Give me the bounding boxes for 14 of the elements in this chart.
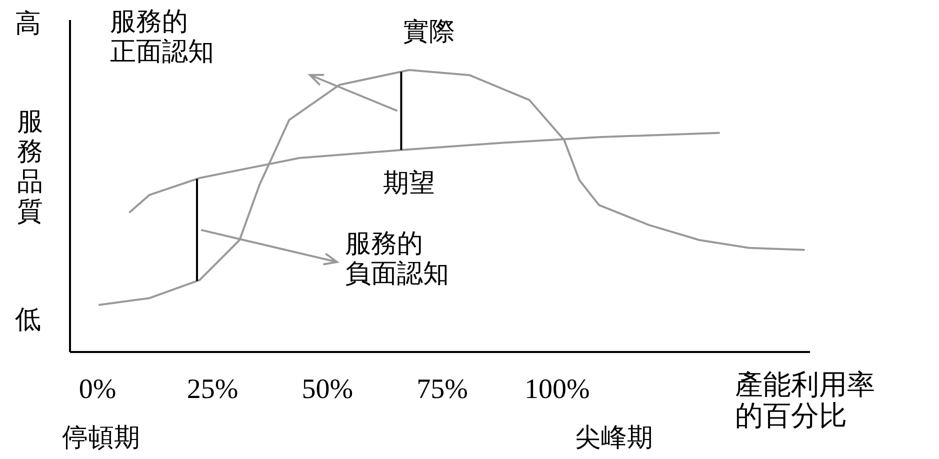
x-tick-label: 100%	[524, 374, 590, 405]
x-tick-label: 25%	[186, 374, 238, 405]
text: 停頓期	[62, 422, 140, 452]
series-label: 期望	[383, 167, 436, 198]
text: 高	[15, 8, 41, 38]
text: 尖峰期	[575, 422, 653, 452]
y-axis-title: 服務品質	[17, 106, 43, 226]
x-tick-label: 75%	[416, 374, 468, 405]
annotation: 服務的負面認知	[345, 228, 449, 288]
text: 低	[15, 304, 41, 334]
x-axis-title: 產能利用率的百分比	[735, 369, 875, 431]
series-label: 實際	[403, 16, 456, 46]
x-tick-label: 0%	[78, 374, 116, 405]
x-tick-label: 50%	[302, 374, 354, 405]
